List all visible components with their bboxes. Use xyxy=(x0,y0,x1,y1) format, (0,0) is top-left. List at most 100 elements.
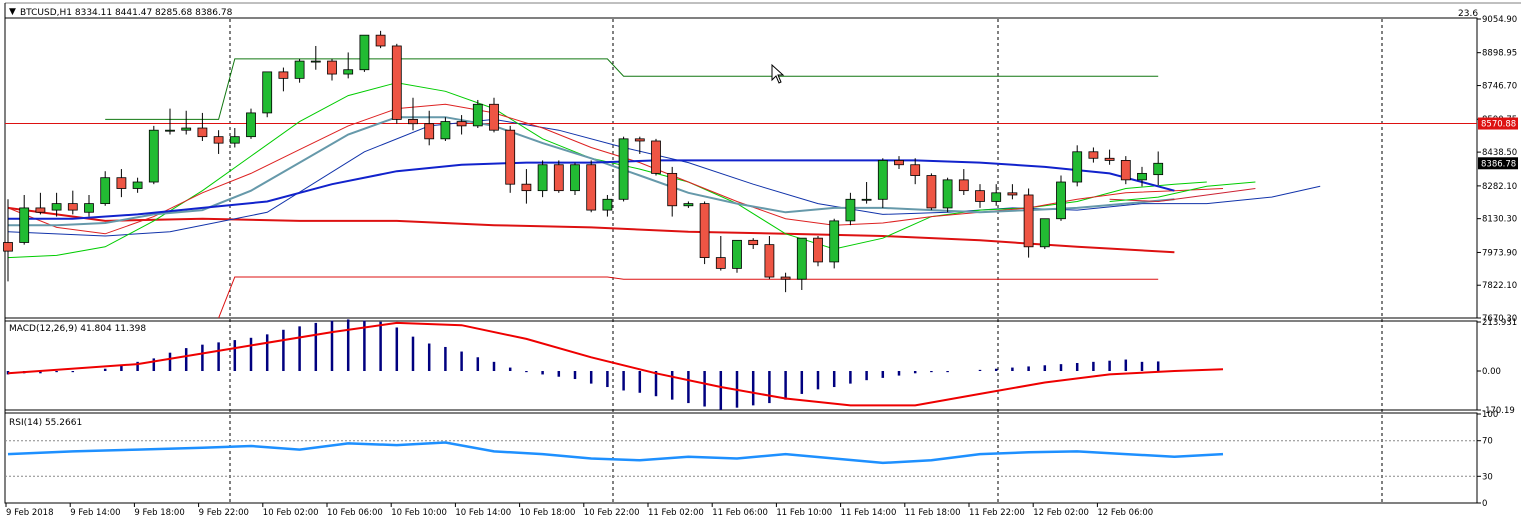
candle-body xyxy=(651,140,661,174)
candle-body xyxy=(780,276,791,280)
candle-body xyxy=(1023,194,1034,248)
candle-body xyxy=(1153,162,1164,176)
time-tick-label: 10 Feb 10:00 xyxy=(391,508,447,518)
candle-body xyxy=(100,177,111,205)
macd-tick-label: 213.931 xyxy=(1482,318,1517,328)
top-right-value: 23.6 xyxy=(1458,9,1478,19)
rsi-tick-label: 0 xyxy=(1482,499,1487,509)
candle-body xyxy=(975,190,985,202)
candle-body xyxy=(116,177,127,189)
candle-body xyxy=(1120,160,1131,181)
candle-body xyxy=(618,138,629,200)
candle-body xyxy=(1088,151,1099,159)
candle-body xyxy=(683,203,694,207)
chart-header-triangle[interactable]: ▼ xyxy=(9,7,16,17)
time-tick-label: 10 Feb 14:00 xyxy=(455,508,511,518)
candle-body xyxy=(456,121,467,127)
candle-body xyxy=(327,60,337,75)
candle-body xyxy=(505,129,516,185)
candle-body xyxy=(521,183,532,192)
grid-layer xyxy=(4,2,1521,504)
candle-body xyxy=(165,129,175,132)
price-tick-label: 8438.50 xyxy=(1482,148,1517,158)
candle-body xyxy=(764,244,775,278)
time-tick-label: 11 Feb 22:00 xyxy=(969,508,1025,518)
candle-body xyxy=(796,237,807,280)
candle-body xyxy=(213,136,224,144)
candle-body xyxy=(602,198,613,211)
candle-body xyxy=(35,207,46,213)
candle-body xyxy=(67,203,78,211)
price-tick-label: 8130.30 xyxy=(1482,215,1517,225)
candle-body xyxy=(894,160,904,166)
symbol-header: BTCUSD,H1 8334.11 8441.47 8285.68 8386.7… xyxy=(20,8,233,18)
current-price-box xyxy=(1478,157,1518,170)
candle-body xyxy=(391,45,402,120)
price-tick-label: 7822.10 xyxy=(1482,281,1517,291)
time-tick-label: 10 Feb 06:00 xyxy=(327,508,383,518)
time-tick-label: 9 Feb 22:00 xyxy=(199,508,249,518)
macd-label: MACD(12,26,9) 41.804 11.398 xyxy=(9,324,146,334)
candle-body xyxy=(1072,151,1083,183)
ema-red-line xyxy=(7,103,1224,235)
candle-body xyxy=(262,71,273,114)
candle-body xyxy=(343,69,354,75)
time-tick-label: 11 Feb 14:00 xyxy=(841,508,897,518)
macd-tick-label: 0.00 xyxy=(1482,367,1501,377)
candle-body xyxy=(408,118,418,125)
envelope-green-ext-line xyxy=(1109,181,1256,202)
rsi-tick-label: 100 xyxy=(1482,410,1498,420)
time-tick-label: 11 Feb 06:00 xyxy=(712,508,768,518)
candle-body xyxy=(229,136,240,144)
price-tick-label: 8898.95 xyxy=(1482,49,1517,59)
candle-body xyxy=(715,257,726,269)
candle-body xyxy=(926,175,937,209)
price-tick-label: 9054.90 xyxy=(1482,15,1517,25)
candle-body xyxy=(634,138,645,142)
macd-layer xyxy=(6,319,1224,410)
candle-body xyxy=(910,164,921,176)
candle-body xyxy=(181,127,192,131)
price-tick-label: 8746.70 xyxy=(1482,82,1517,92)
time-tick-label: 11 Feb 18:00 xyxy=(905,508,961,518)
time-tick-label: 10 Feb 02:00 xyxy=(263,508,319,518)
ma-slow-red-line xyxy=(7,206,1175,254)
time-tick-label: 11 Feb 02:00 xyxy=(648,508,704,518)
rsi-label: RSI(14) 55.2661 xyxy=(9,418,82,428)
candle-body xyxy=(359,34,370,71)
candle-body xyxy=(375,34,386,47)
time-tick-label: 12 Feb 02:00 xyxy=(1033,508,1089,518)
candle-body xyxy=(861,198,872,201)
candle-body xyxy=(132,181,143,189)
rsi-layer xyxy=(7,441,1224,465)
candle-body xyxy=(829,220,840,263)
candle-body xyxy=(813,237,823,263)
candle-body xyxy=(424,123,435,140)
candle-body xyxy=(942,179,953,209)
macd-tick-label: -170.19 xyxy=(1482,406,1515,416)
envelope-red-ext-line xyxy=(1109,188,1256,203)
candle-body xyxy=(19,207,30,243)
candle-body xyxy=(1104,157,1115,161)
candle-body xyxy=(440,121,451,140)
time-tick-label: 11 Feb 10:00 xyxy=(776,508,832,518)
candle-body xyxy=(472,103,483,127)
candle-body xyxy=(197,127,208,138)
highlow-green-line xyxy=(105,58,1159,120)
time-tick-label: 9 Feb 14:00 xyxy=(70,508,120,518)
candle-body xyxy=(294,60,305,79)
candle-body xyxy=(877,160,888,200)
rsi-line xyxy=(7,441,1224,465)
red-level-box xyxy=(1478,117,1518,130)
candle-body xyxy=(748,239,759,246)
price-layer xyxy=(3,30,1477,319)
ma-slow-blue-line xyxy=(7,118,1321,237)
candle-body xyxy=(310,60,321,63)
ema-grey-line xyxy=(8,116,1175,227)
candle-body xyxy=(278,71,289,79)
time-tick-label: 10 Feb 22:00 xyxy=(584,508,640,518)
rsi-tick-label: 30 xyxy=(1482,472,1493,482)
candle-body xyxy=(84,203,94,213)
